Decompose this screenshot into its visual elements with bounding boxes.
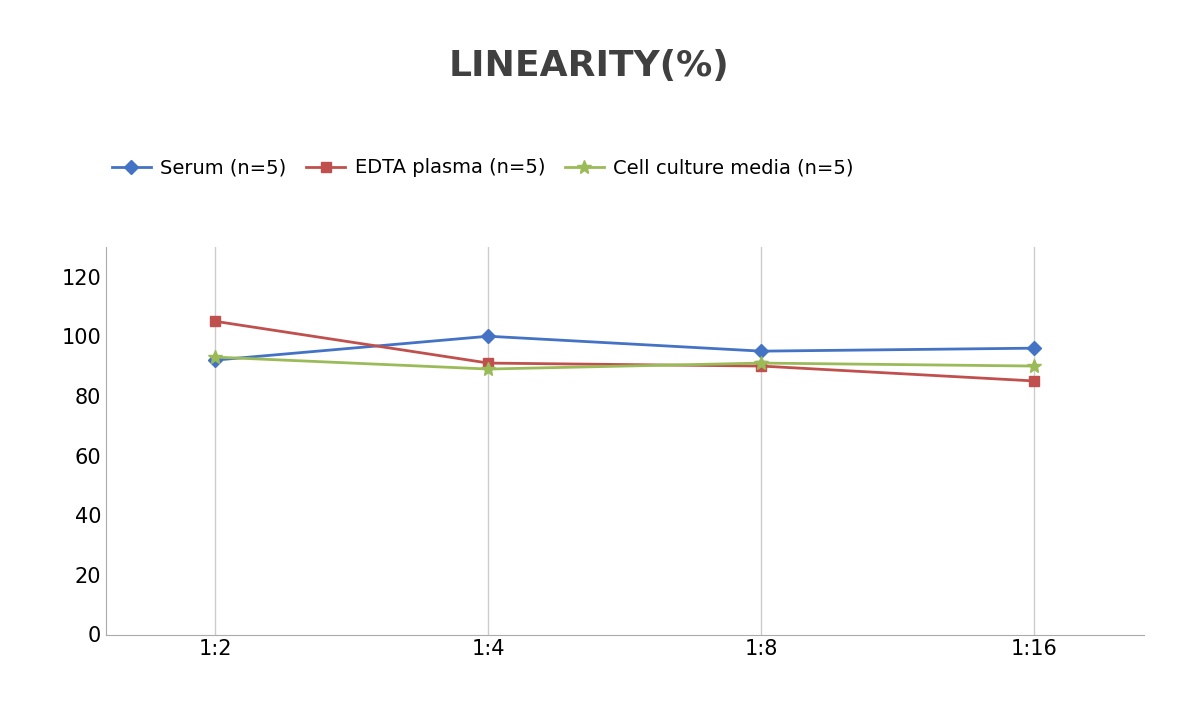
Text: LINEARITY(%): LINEARITY(%)	[449, 49, 730, 83]
Line: EDTA plasma (n=5): EDTA plasma (n=5)	[211, 317, 1039, 386]
Cell culture media (n=5)	[481, 364, 495, 373]
EDTA plasma (n=5)	[1027, 376, 1041, 385]
Legend: Serum (n=5), EDTA plasma (n=5), Cell culture media (n=5): Serum (n=5), EDTA plasma (n=5), Cell cul…	[104, 151, 862, 185]
EDTA plasma (n=5)	[755, 362, 769, 370]
Cell culture media (n=5)	[209, 353, 223, 362]
Cell culture media (n=5)	[755, 359, 769, 367]
Line: Cell culture media (n=5): Cell culture media (n=5)	[209, 350, 1041, 376]
Cell culture media (n=5)	[1027, 362, 1041, 370]
EDTA plasma (n=5)	[481, 359, 495, 367]
Line: Serum (n=5): Serum (n=5)	[211, 331, 1039, 365]
Serum (n=5)	[209, 356, 223, 364]
EDTA plasma (n=5)	[209, 317, 223, 326]
Serum (n=5)	[481, 332, 495, 341]
Serum (n=5)	[1027, 344, 1041, 352]
Serum (n=5)	[755, 347, 769, 355]
